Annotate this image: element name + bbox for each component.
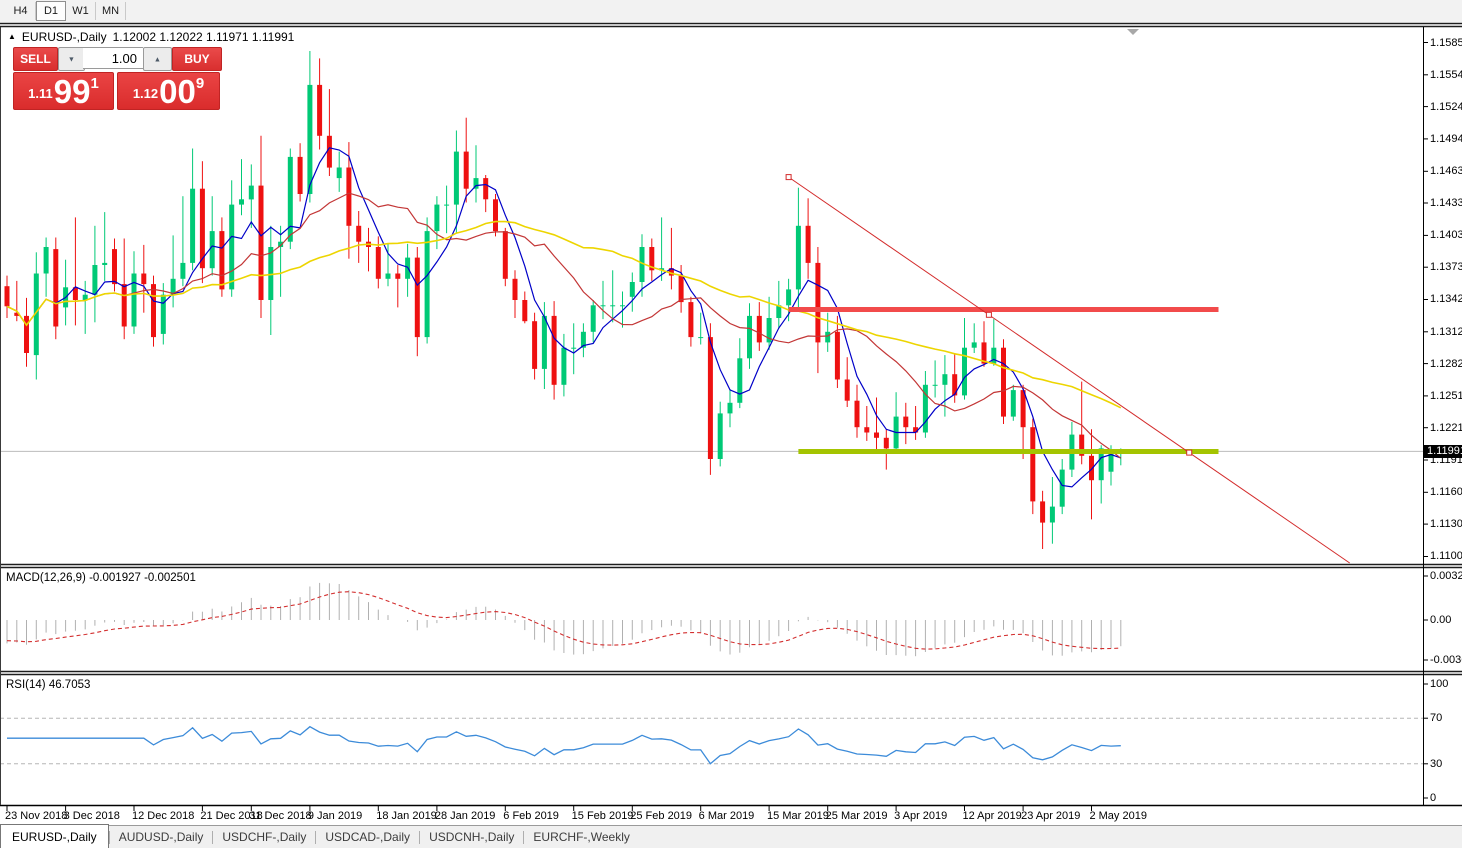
date-label: 2 May 2019 xyxy=(1089,810,1147,822)
price-tick-label: 1.13730 xyxy=(1430,261,1462,274)
tab-separator xyxy=(315,830,317,844)
price-tick-label: 1.14940 xyxy=(1430,132,1462,145)
sell-price-box[interactable]: 1.11 99 1 xyxy=(13,72,114,110)
timeframe-button-h4[interactable]: H4 xyxy=(6,2,36,20)
rsi-scale-label: 100 xyxy=(1430,678,1449,690)
date-label: 3 Dec 2018 xyxy=(63,810,120,822)
price-tick-label: 1.15245 xyxy=(1430,100,1462,113)
date-label: 6 Feb 2019 xyxy=(503,810,559,822)
price-tick-label: 1.12515 xyxy=(1430,389,1462,402)
price-tick-label: 1.12215 xyxy=(1430,421,1462,434)
trendline[interactable] xyxy=(785,174,1350,564)
tab-separator xyxy=(419,830,421,844)
price-tick-label: 1.14030 xyxy=(1430,229,1462,242)
timeframe-button-d1[interactable]: D1 xyxy=(36,1,66,21)
chart-symbol-label: EURUSD-,Daily xyxy=(21,30,107,44)
rsi-scale-label: 0 xyxy=(1430,792,1437,804)
collapse-chart-icon[interactable]: ▲ xyxy=(8,32,16,41)
sell-price-prefix: 1.11 xyxy=(28,86,53,101)
price-tick-label: 1.12820 xyxy=(1430,357,1462,370)
chart-ohlc-values: 1.12002 1.12022 1.11971 1.11991 xyxy=(112,30,295,44)
tab-usdcad-daily[interactable]: USDCAD-,Daily xyxy=(325,830,411,844)
spinner-down-icon: ▼ xyxy=(67,55,76,63)
trendline-anchor-handle[interactable] xyxy=(1186,449,1193,456)
date-label: 15 Feb 2019 xyxy=(571,810,634,822)
timeframe-button-w1[interactable]: W1 xyxy=(66,2,96,20)
price-tick-label: 1.15545 xyxy=(1430,68,1462,81)
buy-price-sup: 9 xyxy=(195,75,205,92)
rsi-scale-label: 30 xyxy=(1430,757,1443,770)
date-label: 18 Jan 2019 xyxy=(376,810,437,822)
date-label: 9 Jan 2019 xyxy=(307,810,363,822)
date-label: 23 Nov 2018 xyxy=(5,810,68,822)
sell-price-sup: 1 xyxy=(90,75,99,92)
date-label: 23 Apr 2019 xyxy=(1021,810,1081,822)
volume-increase-button[interactable]: ▲ xyxy=(143,47,172,71)
date-label: 25 Feb 2019 xyxy=(630,810,693,822)
date-label: 21 Dec 2018 xyxy=(200,810,263,822)
macd-scale-label: 0.003287 xyxy=(1430,570,1462,582)
rsi-scale-label: 70 xyxy=(1430,712,1443,725)
macd-indicator-label: MACD(12,26,9) -0.001927 -0.002501 xyxy=(6,572,196,584)
rsi-line xyxy=(7,725,1121,765)
sell-price-big: 99 xyxy=(53,72,91,110)
spinner-up-icon: ▲ xyxy=(153,55,162,63)
tab-usdcnh-daily[interactable]: USDCNH-,Daily xyxy=(429,830,515,844)
tab-separator xyxy=(212,830,214,844)
ma-red-line xyxy=(6,192,1122,459)
price-tick-label: 1.13425 xyxy=(1430,293,1462,306)
rsi-indicator-label: RSI(14) 46.7053 xyxy=(6,679,91,691)
date-label: 12 Apr 2019 xyxy=(962,810,1022,822)
volume-input[interactable] xyxy=(83,47,143,69)
support-hline[interactable] xyxy=(798,449,1219,454)
current-price-badge: 1.11991 xyxy=(1424,444,1462,458)
buy-price-prefix: 1.12 xyxy=(132,86,159,101)
chart-tab-bar: EURUSD-,Daily AUDUSD-,Daily USDCHF-,Daily U… xyxy=(0,824,1462,848)
price-tick-label: 1.13120 xyxy=(1430,325,1462,338)
sell-button[interactable]: SELL xyxy=(13,47,58,71)
tab-eurusd-daily[interactable]: EURUSD-,Daily xyxy=(0,824,109,848)
tab-usdchf-daily[interactable]: USDCHF-,Daily xyxy=(222,830,307,844)
buy-button[interactable]: BUY xyxy=(172,47,222,71)
tab-eurchf-weekly[interactable]: EURCHF-,Weekly xyxy=(533,830,630,844)
trendline-anchor-handle[interactable] xyxy=(985,311,992,318)
date-label: 3 Apr 2019 xyxy=(894,810,948,822)
macd-scale-label: 0.00 xyxy=(1430,614,1452,626)
date-label: 25 Mar 2019 xyxy=(825,810,888,822)
resistance-hline[interactable] xyxy=(788,307,1219,312)
buy-price-big: 00 xyxy=(159,72,196,110)
chart-shift-marker-icon[interactable] xyxy=(1127,29,1139,35)
ma-yellow-line xyxy=(6,220,1122,409)
rsi-level-lines xyxy=(0,717,1423,765)
buy-price-box[interactable]: 1.12 00 9 xyxy=(117,72,220,110)
tab-separator xyxy=(523,830,525,844)
tab-audusd-daily[interactable]: AUDUSD-,Daily xyxy=(118,830,204,844)
pane-borders xyxy=(0,22,1462,811)
price-tick-label: 1.14335 xyxy=(1430,197,1462,210)
date-label: 28 Jan 2019 xyxy=(434,810,496,822)
price-tick-label: 1.11605 xyxy=(1430,486,1462,499)
volume-decrease-button[interactable]: ▼ xyxy=(58,47,85,71)
price-tick-label: 1.15850 xyxy=(1430,36,1462,49)
chart-header: ▲ EURUSD-,Daily 1.12002 1.12022 1.11971 … xyxy=(8,30,294,44)
tab-separator xyxy=(108,830,110,844)
date-label: 12 Dec 2018 xyxy=(132,810,195,822)
macd-scale-label: -0.003659 xyxy=(1430,654,1462,666)
timeframe-button-mn[interactable]: MN xyxy=(96,2,126,20)
trendline-anchor-handle[interactable] xyxy=(785,174,792,181)
candles-layer xyxy=(4,51,1124,549)
ma-blue-line xyxy=(6,147,1121,488)
price-tick-label: 1.11305 xyxy=(1430,518,1462,531)
timeframe-toolbar: H4 D1 W1 MN xyxy=(0,0,1462,22)
date-label: 15 Mar 2019 xyxy=(767,810,829,822)
date-label: 6 Mar 2019 xyxy=(698,810,755,822)
date-label: 31 Dec 2018 xyxy=(249,810,312,822)
macd-histogram xyxy=(6,582,1122,657)
price-tick-label: 1.14635 xyxy=(1430,165,1462,178)
